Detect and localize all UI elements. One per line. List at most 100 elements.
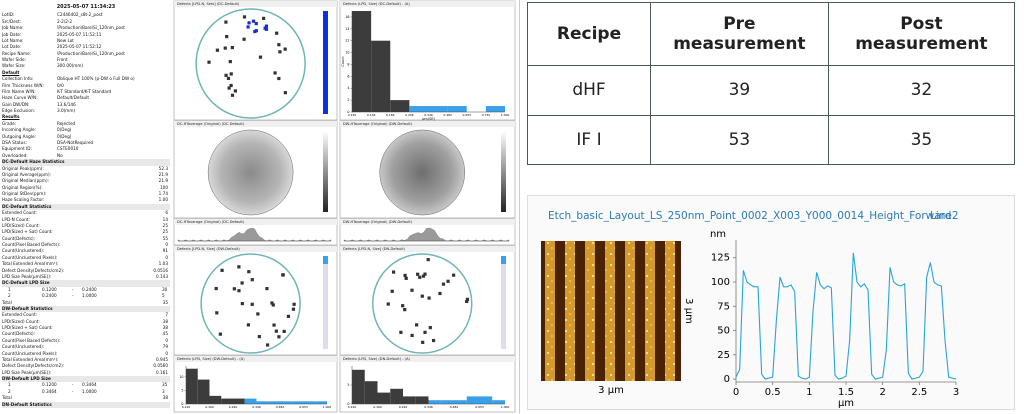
- height-profile: [735, 252, 957, 380]
- size-cell: -: [72, 388, 74, 394]
- field-label: Wafer Side:: [2, 57, 27, 63]
- defect: [214, 286, 218, 291]
- field-value: 300.00(mm): [57, 63, 84, 69]
- field-label: Count(Unclustered):: [2, 344, 45, 350]
- defect: [215, 48, 220, 52]
- field-label: LPD(Sized + Sat) Count:: [2, 229, 53, 235]
- size-cell: 0.1200: [42, 382, 57, 388]
- field-label: Recipe Name:: [2, 50, 32, 56]
- field-value: 7: [165, 312, 168, 318]
- field-value: 79: [162, 344, 168, 350]
- report-row: Lot Date: 2025-05-07 11:52:12: [2, 44, 170, 50]
- section-heading: DN-Default Statistics: [2, 401, 170, 408]
- defect: [272, 323, 276, 327]
- y-tick-label: 12: [345, 39, 349, 43]
- field-label: Grade:: [2, 120, 17, 126]
- report-row: Overloaded: No: [2, 153, 170, 159]
- defect: [232, 287, 236, 291]
- field-label: LotID:: [2, 12, 15, 18]
- field-value: Oblique HT 100% (p-DW o Full DW o): [57, 76, 135, 82]
- panel: Defects [LPD-N, Sets] (DC-Default): [173, 0, 338, 121]
- defect: [264, 24, 269, 28]
- defect: [228, 59, 232, 64]
- defect: [250, 302, 254, 306]
- histogram-bar: [492, 400, 505, 404]
- defect: [230, 45, 234, 50]
- defect: [258, 55, 263, 59]
- inspection-report: 2025-05-07 11:34:23 LotID: C2446402_s8t-2…: [0, 0, 520, 414]
- defect: [404, 276, 408, 280]
- field-label: Haze Scaling Factor:: [2, 197, 45, 203]
- table-cell: 35: [827, 114, 1016, 165]
- field-value: 55: [162, 235, 168, 241]
- histogram-bar: [485, 106, 505, 112]
- report-row: LPD(Sized) Count: 25: [2, 223, 170, 229]
- y-tick-label: 0: [347, 402, 349, 406]
- defect: [291, 307, 296, 311]
- defect: [283, 47, 287, 51]
- report-row: Original Peak(ppm): 52.3: [2, 166, 170, 172]
- panel-titlebar: [340, 1, 515, 7]
- afm-stripe-texture: [585, 241, 595, 381]
- field-label: Job Date:: [2, 31, 22, 37]
- field-label: Count(Defects):: [2, 235, 36, 241]
- panel: Defects (LPD, Size) (DN-Default) - (A) 0 5…: [339, 355, 516, 413]
- size-cell: 30: [162, 286, 168, 292]
- defect: [421, 340, 425, 344]
- afm-stripe-texture: [625, 241, 635, 381]
- field-label: Count(Pixel Based Defects):: [2, 242, 61, 248]
- heading-text: DC-Default Statistics: [2, 203, 52, 209]
- field-label: Total Extended Area(mm²):: [2, 356, 59, 362]
- panel: DC-HTaverage (Original) (DC-Default): [173, 120, 338, 219]
- size-cell: -: [72, 293, 74, 299]
- section-heading: Default: [2, 70, 170, 76]
- panel-title: Defects [LPD-N, Size] (DW-Default): [177, 247, 240, 251]
- heading-text: DC-Default LPD Size: [2, 280, 50, 286]
- wafer-outline: [200, 253, 301, 354]
- field-value: 0.0516: [153, 267, 168, 273]
- histogram-bar: [364, 381, 378, 404]
- defect: [254, 29, 258, 33]
- y-tick-label: 16: [345, 15, 349, 19]
- table-cell: 39: [650, 65, 829, 116]
- defect: [465, 299, 469, 304]
- field-value: 52.3: [158, 165, 168, 171]
- y-tick-label: 125: [711, 253, 730, 264]
- defect: [410, 288, 414, 292]
- report-row: Count(Unclustered): 91: [2, 248, 170, 254]
- report-row: Original Median(ppm): 21.9: [2, 178, 170, 184]
- histogram-bar: [390, 388, 403, 404]
- afm-stripe-texture: [545, 241, 555, 381]
- defect: [399, 330, 403, 334]
- report-row: Wafer Size: 300.00(mm): [2, 63, 170, 69]
- report-row: Haze Scaling Factor: 1.00: [2, 197, 170, 203]
- table-cell: 32: [827, 65, 1016, 116]
- defect: [207, 60, 211, 64]
- histogram-bar: [428, 400, 442, 404]
- histogram-bar: [303, 401, 316, 404]
- report-row: Lot Name: New Lot: [2, 38, 170, 44]
- haze-map: [207, 129, 294, 216]
- table-cell: 53: [650, 114, 829, 165]
- field-label: Total: [2, 299, 12, 305]
- field-value: \Production\Bare\Si_120nm_post: [57, 50, 125, 56]
- report-row: LPD Size Peak(µm(SE)): 0.143: [2, 274, 170, 280]
- afm-stripe-texture: [645, 241, 655, 381]
- y-tick-label: 100: [711, 277, 730, 288]
- y-tick-label: 4: [347, 86, 349, 90]
- report-row: Total 35: [2, 300, 170, 306]
- panel: Defects [LPD-N, Size] (DN-Default): [339, 245, 516, 356]
- defect: [240, 301, 244, 306]
- field-label: Src/Dest:: [2, 18, 22, 24]
- field-value: 2025-05-07 11:52:11: [57, 31, 102, 37]
- y-tick-label: 0: [724, 374, 730, 385]
- field-label: Lot Date:: [2, 44, 22, 50]
- field-label: Overloaded:: [2, 152, 28, 158]
- histogram-bar: [280, 401, 292, 404]
- table-cell: dHF: [527, 65, 651, 116]
- panel-titlebar: [340, 246, 515, 252]
- report-row: Outgoing Angle: 0(Deg): [2, 134, 170, 140]
- panel-title: Defects (LPD, Size) (DC-Default) - (A): [343, 2, 410, 6]
